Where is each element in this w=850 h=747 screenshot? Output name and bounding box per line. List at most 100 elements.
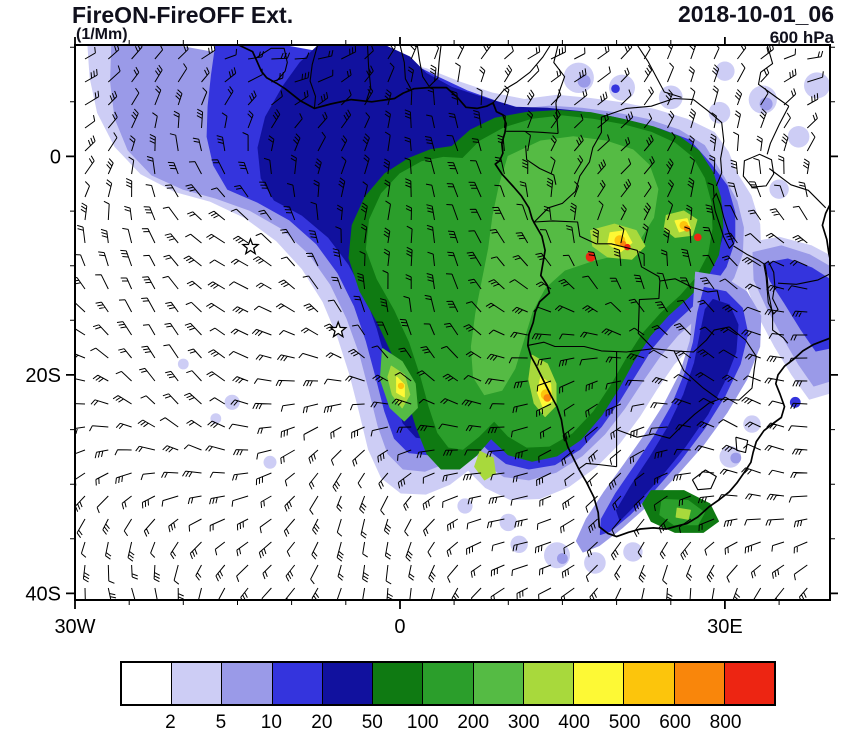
- country-border: [534, 220, 661, 282]
- colorbar-cell: [122, 663, 173, 704]
- field-spot: [457, 498, 473, 514]
- colorbar-tick-label: 50: [361, 712, 383, 733]
- field-spot: [263, 455, 277, 469]
- field-spot: [623, 542, 643, 562]
- field-spot: [557, 553, 568, 564]
- map-frame: [74, 44, 831, 601]
- x-axis-label: 30W: [54, 616, 95, 638]
- field-spot: [397, 382, 405, 390]
- colorbar-cell: [322, 663, 374, 704]
- field-spot: [577, 74, 591, 88]
- star-marker: [241, 237, 260, 256]
- field-spot: [787, 126, 810, 148]
- country-border: [693, 99, 725, 187]
- colorbar-cell: [473, 663, 524, 704]
- field-spot: [730, 452, 742, 464]
- country-border: [506, 130, 559, 135]
- country-border: [757, 45, 790, 107]
- field-spot: [694, 233, 702, 242]
- colorbar-tick-label: 600: [659, 712, 691, 733]
- country-border: [777, 273, 830, 285]
- colorbar-tick-label: 2: [165, 712, 176, 733]
- field-spot: [499, 513, 517, 532]
- colorbar-tick-label: 800: [709, 712, 742, 733]
- field-spot: [585, 252, 596, 262]
- country-border: [636, 45, 682, 98]
- field-spot: [584, 552, 606, 574]
- field-spot: [715, 61, 735, 81]
- colorbar-tick-label: 200: [457, 712, 490, 733]
- colorbar-tick-label: 100: [406, 712, 439, 733]
- country-border: [492, 45, 551, 104]
- colorbar-cell: [222, 663, 273, 704]
- plot-title: FireON-FireOFF Ext.: [72, 2, 294, 28]
- colorbar-cell: [624, 663, 675, 704]
- field-layer: [87, 45, 830, 574]
- country-border: [764, 264, 789, 344]
- country-border: [309, 45, 319, 109]
- field-spot: [609, 74, 635, 101]
- country-border: [527, 341, 654, 353]
- colorbar-cell: [172, 663, 223, 704]
- y-axis-label: 40S: [25, 583, 61, 605]
- plot-units-label: (1/Mm): [76, 26, 128, 43]
- colorbar-cell: [423, 663, 474, 704]
- colorbar-tick-label: 10: [260, 712, 282, 733]
- field-blue-east-edge: [763, 258, 830, 352]
- country-border: [735, 436, 749, 454]
- country-border: [637, 280, 661, 350]
- country-border: [768, 168, 827, 209]
- field-spot: [804, 72, 830, 99]
- marker-layer: [241, 237, 348, 339]
- country-border: [733, 245, 766, 266]
- lake-outline: [763, 260, 779, 315]
- star-marker: [328, 320, 348, 339]
- country-border: [416, 45, 430, 87]
- field-spot: [543, 394, 552, 402]
- field-spot: [769, 179, 789, 199]
- axis-major-ticks: [66, 37, 838, 609]
- wind-layer: [75, 45, 824, 600]
- plot-pressure-level: 600 hPa: [769, 28, 834, 47]
- y-axis-label: 0: [50, 146, 61, 168]
- colorbar-cell: [272, 663, 323, 704]
- y-axis-label: 20S: [25, 365, 61, 387]
- field-spot: [177, 358, 189, 370]
- colorbar: [120, 661, 776, 706]
- colorbar-tick-label: 20: [311, 712, 333, 733]
- lake-outline: [712, 192, 735, 250]
- colorbar-tick-label: 500: [608, 712, 641, 733]
- country-border: [399, 45, 412, 89]
- x-axis-label: 0: [394, 616, 405, 638]
- colorbar-cell: [574, 663, 625, 704]
- country-border: [533, 117, 602, 223]
- plot-datetime: 2018-10-01_06: [677, 1, 834, 27]
- colorbar-tick-label: 300: [507, 712, 540, 733]
- country-border: [659, 278, 721, 301]
- country-border: [766, 105, 790, 155]
- x-axis-label: 30E: [707, 616, 743, 638]
- field-brightgreen-inner: [470, 136, 659, 396]
- field-spot: [611, 84, 620, 93]
- field-spot: [708, 101, 731, 124]
- country-border: [601, 97, 694, 118]
- country-border: [728, 326, 757, 401]
- wind-barbs: [75, 45, 824, 600]
- country-border: [653, 326, 730, 353]
- country-border: [525, 145, 557, 185]
- lake-outline: [742, 153, 775, 188]
- colorbar-tick-label: 5: [215, 712, 227, 733]
- country-border: [428, 45, 442, 87]
- map-plot: 0 20S 40S 30W 0 30E: [25, 37, 838, 638]
- colorbar-labels: 2 5 10 20 50 100 200 300 400 500 600 800: [0, 712, 850, 740]
- colorbar-cell: [373, 663, 424, 704]
- colorbar-cell: [724, 663, 775, 704]
- country-border: [578, 462, 617, 470]
- field-yellowgreen-southcoast: [675, 507, 691, 520]
- country-border: [553, 45, 566, 134]
- colorbar-tick-label: 400: [558, 712, 590, 733]
- country-border: [673, 350, 719, 400]
- colorbar-cell: [674, 663, 725, 704]
- colorbar-cell: [523, 663, 575, 704]
